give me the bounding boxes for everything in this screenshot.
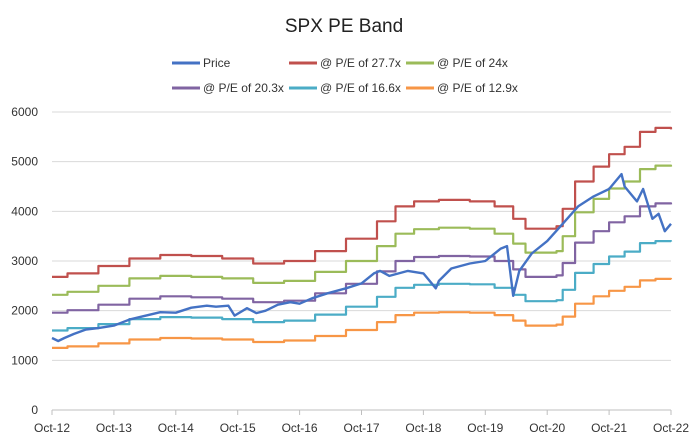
x-tick-label: Oct-14 [158,421,194,435]
y-axis-ticks: 0 1000 2000 3000 4000 5000 6000 [11,105,38,417]
legend: Price @ P/E of 27.7x @ P/E of 24x @ P/E … [172,56,518,95]
x-tick-label: Oct-17 [343,421,379,435]
x-tick-label: Oct-13 [96,421,132,435]
y-tick-label: 0 [31,403,38,417]
x-tick-label: Oct-20 [529,421,565,435]
legend-label-pe-24x: @ P/E of 24x [437,56,508,70]
x-tick-label: Oct-18 [405,421,441,435]
series-line-p-e-of-16-6x [52,240,673,332]
series-line-price [51,172,672,343]
legend-label-pe-27-7x: @ P/E of 27.7x [320,56,401,70]
legend-label-price: Price [203,56,231,70]
gridlines [52,111,671,361]
x-tick-label: Oct-12 [34,421,70,435]
y-tick-label: 3000 [11,254,38,268]
legend-item-pe-20-3x[interactable]: @ P/E of 20.3x [172,81,284,95]
x-tick-label: Oct-22 [653,421,689,435]
legend-label-pe-16-6x: @ P/E of 16.6x [320,81,401,95]
series-line-p-e-of-27-7x [52,126,673,278]
legend-item-pe-27-7x[interactable]: @ P/E of 27.7x [289,56,401,70]
x-axis-ticks: Oct-12 Oct-13 Oct-14 Oct-15 Oct-16 Oct-17 Oct-… [34,410,689,435]
y-tick-label: 2000 [11,304,38,318]
legend-item-price[interactable]: Price [172,56,231,70]
legend-label-pe-12-9x: @ P/E of 12.9x [437,81,518,95]
x-tick-label: Oct-19 [467,421,503,435]
legend-item-pe-16-6x[interactable]: @ P/E of 16.6x [289,81,401,95]
y-tick-label: 4000 [11,204,38,218]
y-tick-label: 5000 [11,155,38,169]
legend-item-pe-24x[interactable]: @ P/E of 24x [406,56,508,70]
legend-item-pe-12-9x[interactable]: @ P/E of 12.9x [406,81,518,95]
series-line-p-e-of-24x [52,164,673,296]
x-tick-label: Oct-15 [220,421,256,435]
series-line-p-e-of-12-9x [52,277,673,349]
series-line-p-e-of-20-3x [52,202,673,314]
x-tick-label: Oct-16 [282,421,318,435]
chart-title: SPX PE Band [285,16,403,37]
series-lines [51,126,673,349]
y-tick-label: 6000 [11,105,38,119]
legend-label-pe-20-3x: @ P/E of 20.3x [203,81,284,95]
x-tick-label: Oct-21 [591,421,627,435]
y-tick-label: 1000 [11,353,38,367]
